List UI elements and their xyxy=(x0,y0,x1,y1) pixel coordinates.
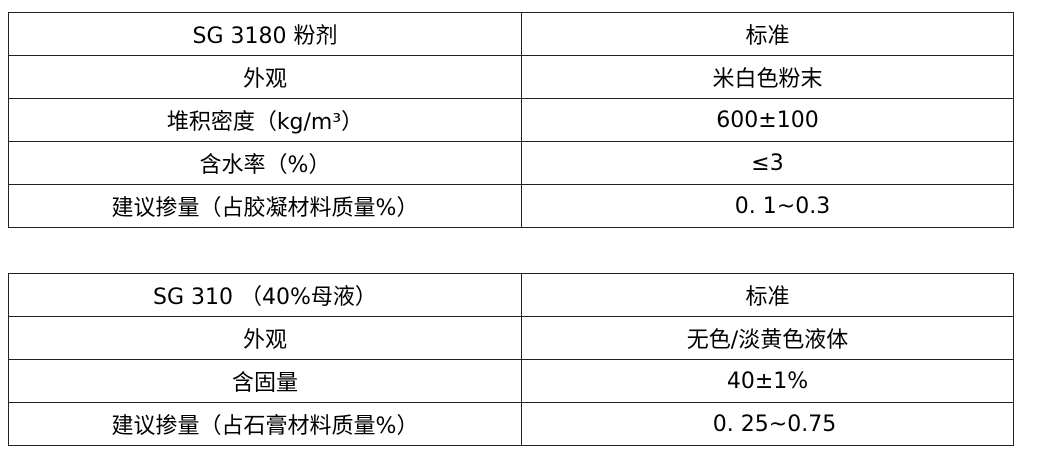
value-cell: 0. 1~0.3 xyxy=(521,184,1014,228)
standard-header-cell: 标准 xyxy=(521,12,1014,56)
product-name-cell: SG 310 （40%母液） xyxy=(8,273,522,317)
table-row: 含固量 40±1% xyxy=(8,359,1014,403)
table-header-row: SG 3180 粉剂 标准 xyxy=(8,12,1014,56)
sg3180-spec-table: SG 3180 粉剂 标准 外观 米白色粉末 堆积密度（kg/m³） 600±1… xyxy=(8,12,1014,228)
value-cell: 无色/淡黄色液体 xyxy=(521,316,1014,360)
table-row: 建议掺量（占胶凝材料质量%） 0. 1~0.3 xyxy=(8,184,1014,228)
table-row: 外观 米白色粉末 xyxy=(8,55,1014,99)
value-cell: 40±1% xyxy=(521,359,1014,403)
value-cell: 米白色粉末 xyxy=(521,55,1014,99)
standard-header-cell: 标准 xyxy=(521,273,1014,317)
property-cell: 含水率（%） xyxy=(8,141,522,185)
property-cell: 建议掺量（占胶凝材料质量%） xyxy=(8,184,522,228)
product-name-cell: SG 3180 粉剂 xyxy=(8,12,522,56)
table-row: 外观 无色/淡黄色液体 xyxy=(8,316,1014,360)
value-cell: 600±100 xyxy=(521,98,1014,142)
property-cell: 外观 xyxy=(8,316,522,360)
table-row: 含水率（%） ≤3 xyxy=(8,141,1014,185)
value-cell: 0. 25~0.75 xyxy=(521,402,1014,446)
sg310-spec-table: SG 310 （40%母液） 标准 外观 无色/淡黄色液体 含固量 40±1% … xyxy=(8,273,1014,446)
table-row: 建议掺量（占石膏材料质量%） 0. 25~0.75 xyxy=(8,402,1014,446)
property-cell: 堆积密度（kg/m³） xyxy=(8,98,522,142)
value-cell: ≤3 xyxy=(521,141,1014,185)
property-cell: 外观 xyxy=(8,55,522,99)
table-header-row: SG 310 （40%母液） 标准 xyxy=(8,273,1014,317)
property-cell: 建议掺量（占石膏材料质量%） xyxy=(8,402,522,446)
property-cell: 含固量 xyxy=(8,359,522,403)
table-row: 堆积密度（kg/m³） 600±100 xyxy=(8,98,1014,142)
